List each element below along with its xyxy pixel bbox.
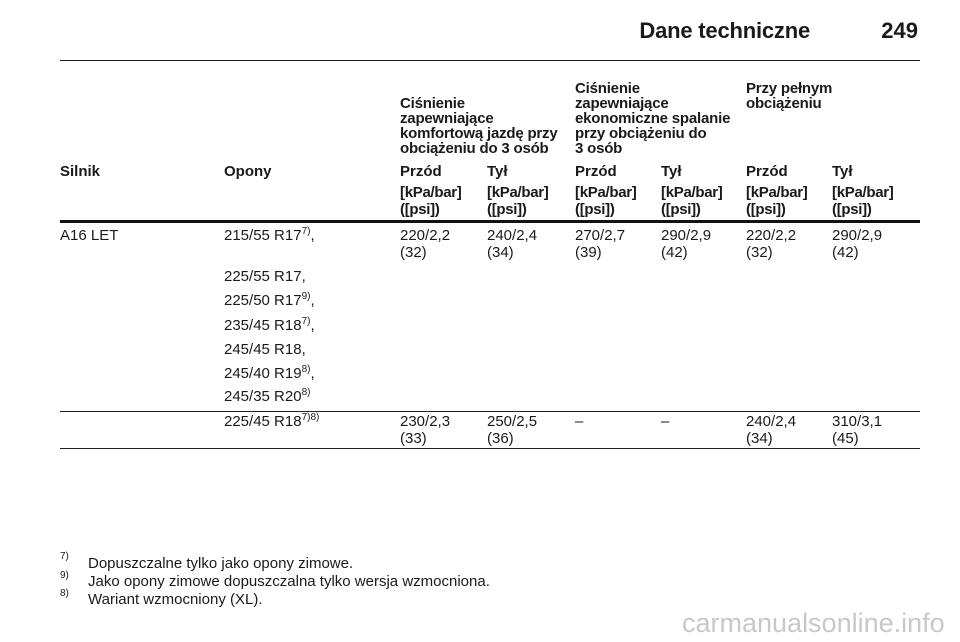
footnote-mark: 7)	[60, 551, 69, 562]
pressure-cell: 290/2,9 (42)	[832, 227, 883, 261]
pressure-cell: 240/2,4 (34)	[746, 413, 797, 447]
footnote-text: Wariant wzmocniony (XL).	[88, 591, 263, 608]
group-header-eco: Ciśnienie zapewniające ekonomiczne spala…	[575, 80, 731, 157]
group-header-comfort: Ciśnienie zapewniające komfortową jazdę …	[400, 95, 558, 157]
pressure-cell: –	[661, 413, 670, 430]
pressure-cell: 220/2,2 (32)	[746, 227, 797, 261]
column-header-front-eco: Przód	[575, 163, 617, 180]
pressure-cell: 240/2,4 (34)	[487, 227, 538, 261]
tire-size: 215/55 R177),	[224, 226, 315, 245]
column-header-engine: Silnik	[60, 163, 101, 180]
column-header-rear-full: Tył	[832, 163, 853, 180]
row-divider	[60, 411, 920, 412]
pressure-cell: 230/2,3 (33)	[400, 413, 451, 447]
footnote-mark: 9)	[60, 570, 69, 581]
table-bottom-rule	[60, 448, 920, 449]
tire-size: 245/40 R198),	[224, 364, 315, 383]
column-header-front-full: Przód	[746, 163, 788, 180]
pressure-cell: –	[575, 413, 584, 430]
group-header-full-load: Przy pełnym obciążeniu	[746, 80, 833, 112]
tire-size: 245/35 R208)	[224, 387, 311, 406]
tire-size: 235/45 R187),	[224, 316, 315, 335]
tire-size: 225/45 R187)8)	[224, 412, 320, 431]
unit-label: [kPa/bar] ([psi])	[575, 184, 637, 218]
column-header-front-comfort: Przód	[400, 163, 442, 180]
tire-size: 225/50 R179),	[224, 291, 315, 310]
unit-label: [kPa/bar] ([psi])	[487, 184, 549, 218]
page-title: Dane techniczne	[639, 18, 810, 43]
unit-label: [kPa/bar] ([psi])	[661, 184, 723, 218]
pressure-cell: 290/2,9 (42)	[661, 227, 712, 261]
footnote-mark: 8)	[60, 588, 69, 599]
engine-cell: A16 LET	[60, 227, 119, 244]
tire-size: 225/55 R17,	[224, 268, 306, 285]
column-header-tires: Opony	[224, 163, 272, 180]
pressure-cell: 220/2,2 (32)	[400, 227, 451, 261]
header-rule	[60, 60, 920, 61]
unit-label: [kPa/bar] ([psi])	[832, 184, 894, 218]
column-header-rear-eco: Tył	[661, 163, 682, 180]
pressure-cell: 270/2,7 (39)	[575, 227, 626, 261]
header-bottom-rule	[60, 220, 920, 223]
page-number: 249	[881, 18, 918, 43]
tire-size: 245/45 R18,	[224, 341, 306, 358]
unit-label: [kPa/bar] ([psi])	[400, 184, 462, 218]
footnote-text: Dopuszczalne tylko jako opony zimowe.	[88, 555, 354, 572]
footnote-text: Jako opony zimowe dopuszczalna tylko wer…	[88, 573, 490, 590]
pressure-cell: 310/3,1 (45)	[832, 413, 883, 447]
column-header-rear-comfort: Tył	[487, 163, 508, 180]
watermark: carmanualsonline.info	[682, 608, 945, 638]
pressure-cell: 250/2,5 (36)	[487, 413, 538, 447]
unit-label: [kPa/bar] ([psi])	[746, 184, 808, 218]
